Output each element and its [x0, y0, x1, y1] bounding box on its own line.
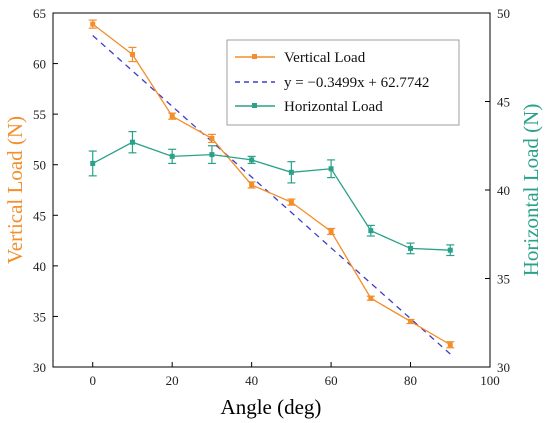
series-line-horizontal-load [92, 141, 451, 251]
marker [209, 135, 215, 141]
marker [249, 182, 255, 188]
series-line-vertical-load [92, 23, 451, 346]
data-point-horizontal-load [366, 224, 375, 237]
marker [209, 152, 215, 158]
marker [368, 228, 374, 234]
data-point-vertical-load [128, 46, 137, 63]
data-point-vertical-load [168, 112, 177, 120]
data-point-vertical-load [366, 295, 375, 301]
marker [129, 139, 135, 145]
left-tick-label: 30 [33, 360, 46, 375]
right-tick-label: 30 [497, 360, 510, 375]
data-point-horizontal-load [88, 150, 97, 177]
data-point-vertical-load [446, 341, 455, 349]
left-tick-label: 55 [33, 107, 46, 122]
marker [169, 113, 175, 119]
x-tick-label: 60 [325, 373, 338, 388]
data-point-horizontal-load [168, 148, 177, 165]
data-point-vertical-load [287, 198, 296, 206]
legend-item-horizontal-load: Horizontal Load [235, 99, 383, 115]
marker [288, 169, 294, 175]
left-axis-label: Vertical Load (N) [3, 116, 27, 264]
legend-item-fit-line: y = −0.3499x + 62.7742 [235, 75, 429, 91]
marker [169, 153, 175, 159]
right-tick-label: 40 [497, 183, 510, 198]
left-tick-label: 50 [33, 158, 46, 173]
marker [288, 199, 294, 205]
right-tick-label: 45 [497, 95, 510, 110]
data-point-horizontal-load [287, 161, 296, 184]
data-point-horizontal-load [128, 130, 137, 154]
left-tick-label: 35 [33, 309, 46, 324]
marker [447, 342, 453, 348]
marker [368, 295, 374, 301]
data-point-vertical-load [247, 181, 256, 189]
right-tick-label: 35 [497, 272, 510, 287]
marker [328, 166, 334, 172]
data-point-horizontal-load [247, 155, 256, 165]
marker [249, 157, 255, 163]
marker [90, 160, 96, 166]
left-tick-label: 65 [33, 6, 46, 21]
x-tick-label: 80 [404, 373, 417, 388]
fit-line [92, 35, 451, 355]
data-point-vertical-load [88, 19, 97, 29]
marker [447, 247, 453, 253]
marker [408, 318, 414, 324]
marker [129, 51, 135, 57]
x-tick-label: 20 [166, 373, 179, 388]
legend-label-horizontal-load: Horizontal Load [284, 99, 383, 115]
left-tick-label: 40 [33, 259, 46, 274]
data-point-horizontal-load [406, 242, 415, 255]
data-point-vertical-load [406, 318, 415, 325]
data-point-horizontal-load [207, 145, 216, 165]
legend: Vertical Load y = −0.3499x + 62.7742 Hor… [226, 39, 460, 126]
x-tick-label: 100 [480, 373, 500, 388]
legend-label-fit-line: y = −0.3499x + 62.7742 [284, 75, 429, 91]
x-tick-label: 0 [89, 373, 96, 388]
x-axis-label: Angle (deg) [221, 395, 322, 419]
marker [328, 228, 334, 234]
left-tick-label: 60 [33, 57, 46, 72]
data-point-vertical-load [327, 227, 336, 236]
right-tick-label: 50 [497, 6, 510, 21]
right-axis-label: Horizontal Load (N) [519, 104, 543, 277]
left-tick-label: 45 [33, 208, 46, 223]
marker [408, 245, 414, 251]
legend-item-vertical-load: Vertical Load [235, 50, 366, 66]
x-tick-label: 40 [245, 373, 258, 388]
marker [90, 21, 96, 27]
data-point-horizontal-load [327, 159, 336, 179]
data-point-vertical-load [207, 133, 216, 144]
data-point-horizontal-load [446, 244, 455, 257]
legend-label-vertical-load: Vertical Load [284, 50, 366, 66]
